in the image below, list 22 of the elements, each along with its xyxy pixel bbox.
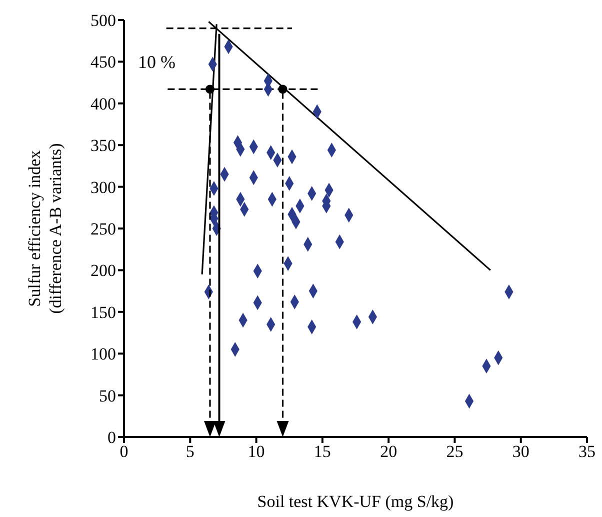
y-tick-label: 0 [108, 428, 116, 448]
y-tick-label: 300 [90, 178, 116, 197]
x-tick-label: 20 [380, 442, 398, 462]
x-tick-label: 15 [314, 442, 331, 462]
y-tick-label: 250 [90, 220, 116, 239]
x-tick-label: 25 [446, 442, 464, 462]
x-axis-title: Soil test KVK-UF (mg S/kg) [257, 492, 454, 512]
annotation: 10 % [138, 52, 176, 73]
y-tick-label: 150 [90, 302, 116, 322]
x-tick-label: 30 [512, 442, 530, 462]
y-tick-label: 400 [90, 94, 116, 114]
y-tick-label: 350 [90, 136, 116, 156]
x-tick-label: 0 [120, 442, 128, 462]
x-tick-label: 10 [248, 442, 265, 462]
x-tick-label: 5 [186, 442, 194, 462]
x-tick-label: 35 [578, 442, 596, 462]
y-tick-label: 500 [90, 11, 116, 30]
y-tick-label: 200 [90, 261, 116, 280]
y-tick-label: 450 [90, 52, 116, 72]
y-tick-label: 100 [90, 344, 116, 364]
y-axis-title: Sulfur efficiency index (difference A-B variants) [25, 143, 65, 314]
y-tick-label: 50 [99, 386, 116, 406]
